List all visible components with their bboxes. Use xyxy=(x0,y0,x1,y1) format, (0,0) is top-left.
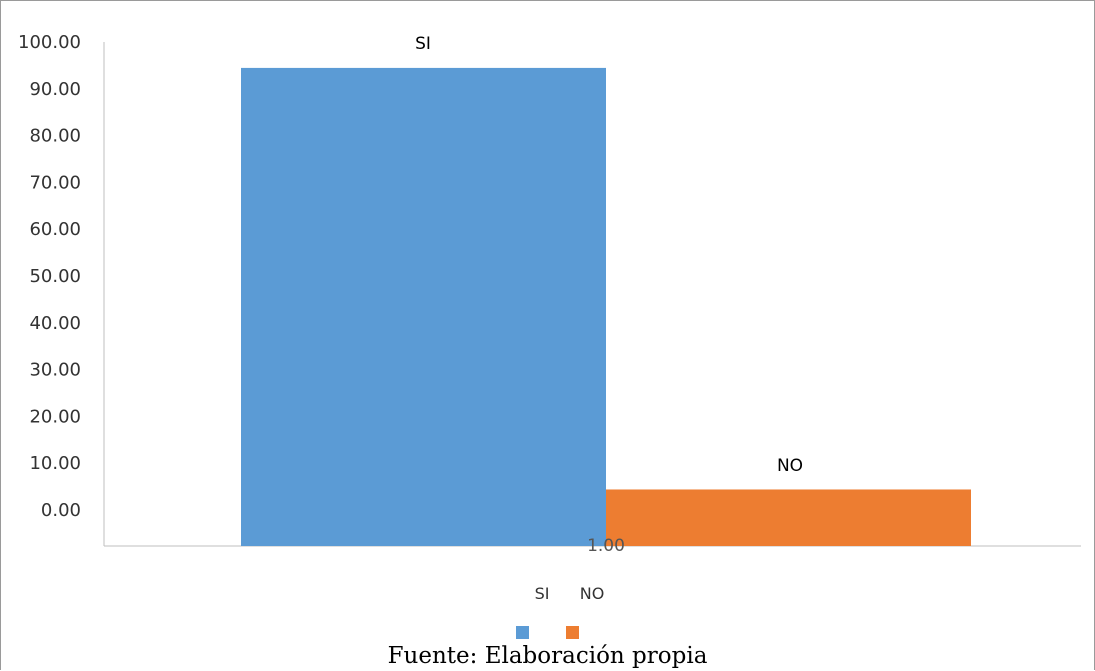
y-tick-label: 80.00 xyxy=(29,126,81,147)
y-tick-label: 60.00 xyxy=(29,219,81,240)
y-tick-label: 10.00 xyxy=(29,453,81,474)
y-tick-label: 100.00 xyxy=(18,32,81,53)
bar-no xyxy=(606,489,971,546)
legend-label-si: SI xyxy=(535,584,550,603)
y-tick-label: 70.00 xyxy=(29,172,81,193)
y-tick-label: 90.00 xyxy=(29,79,81,100)
y-tick-label: 0.00 xyxy=(41,500,81,521)
bar-label-no: NO xyxy=(777,456,803,476)
bar-label-si: SI xyxy=(415,34,431,54)
bar-si xyxy=(241,67,606,546)
bar-chart: 100.00 90.00 80.00 70.00 60.00 50.00 40.00 30.0… xyxy=(18,32,1081,639)
value-label-no: 1.00 xyxy=(587,536,625,556)
legend-swatch-si xyxy=(516,626,529,639)
source-note: Fuente: Elaboración propia xyxy=(387,643,708,669)
y-tick-label: 50.00 xyxy=(29,266,81,287)
y-tick-label: 40.00 xyxy=(29,313,81,334)
legend-label-no: NO xyxy=(580,584,605,603)
legend-swatch-no xyxy=(566,626,579,639)
y-tick-label: 30.00 xyxy=(29,360,81,381)
y-tick-label: 20.00 xyxy=(29,406,81,427)
